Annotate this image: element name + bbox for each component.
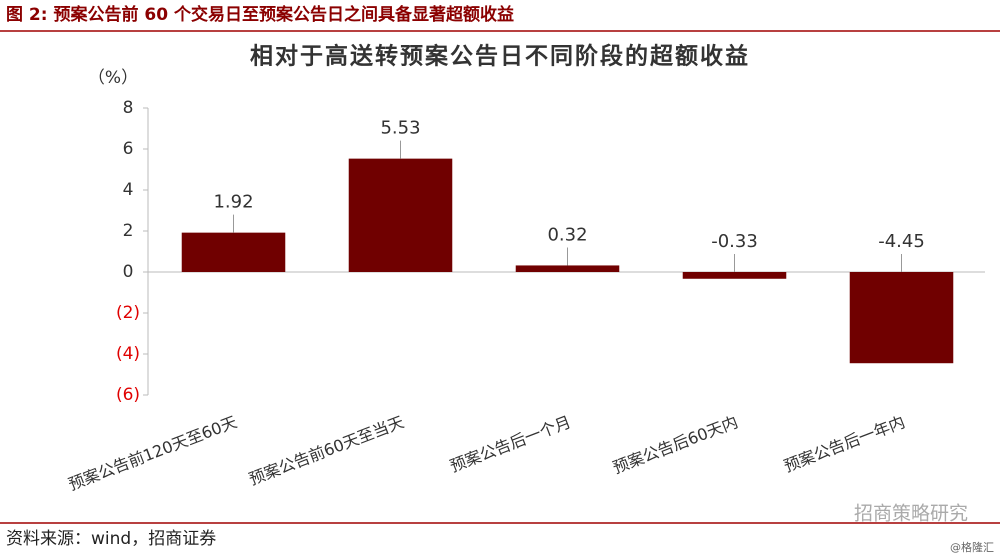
y-tick-label: 4 <box>123 180 134 200</box>
x-tick-label: 预案公告后一个月 <box>447 412 573 476</box>
y-tick-label: (2) <box>116 303 140 323</box>
y-unit: （%） <box>88 68 138 88</box>
value-label: 5.53 <box>380 118 420 139</box>
y-tick-label: 6 <box>123 139 134 159</box>
value-label: -4.45 <box>878 231 925 252</box>
y-tick-label: (4) <box>116 344 140 364</box>
value-label: 1.92 <box>213 192 253 213</box>
bar <box>682 272 787 279</box>
bar <box>515 265 620 272</box>
x-tick-label: 预案公告前60天至当天 <box>246 412 406 489</box>
y-tick-label: 0 <box>123 262 134 282</box>
value-label: 0.32 <box>547 224 587 245</box>
x-tick-label: 预案公告后一年内 <box>781 412 907 476</box>
chart-title: 相对于高送转预案公告日不同阶段的超额收益 <box>250 43 750 70</box>
x-tick-label: 预案公告前120天至60天 <box>66 412 240 494</box>
figure-header: 图 2: 预案公告前 60 个交易日至预案公告日之间具备显著超额收益 <box>6 4 514 25</box>
y-tick-label: 8 <box>123 98 134 118</box>
x-tick-label: 预案公告后60天内 <box>610 412 740 477</box>
bar <box>181 232 286 272</box>
y-tick-label: (6) <box>116 385 140 405</box>
source-note: 资料来源：wind，招商证券 <box>6 529 216 549</box>
value-label: -0.33 <box>711 231 758 252</box>
bar <box>849 272 954 364</box>
watermark: 招商策略研究 <box>854 503 968 525</box>
y-tick-label: 2 <box>123 221 134 241</box>
credit: @格隆汇 <box>950 540 994 554</box>
bar <box>348 158 453 272</box>
